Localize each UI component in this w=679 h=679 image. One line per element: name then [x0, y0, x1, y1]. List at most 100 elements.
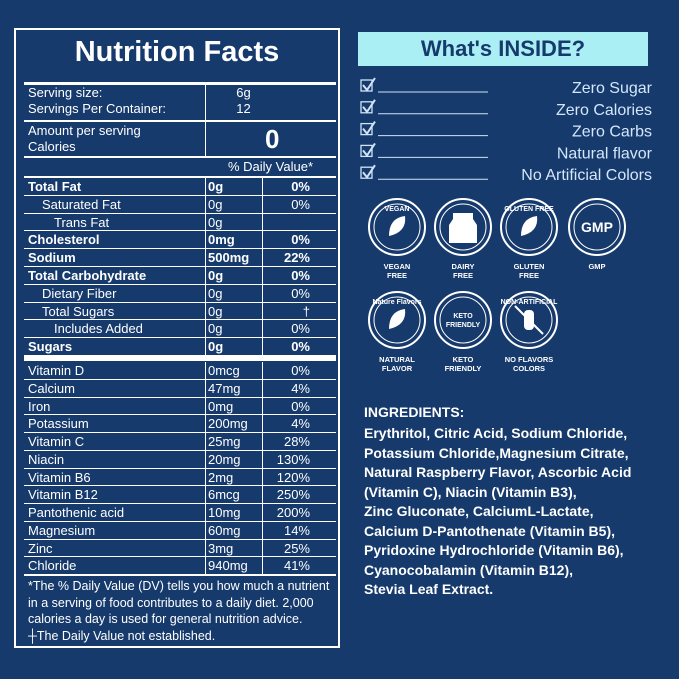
nutrient-name: Vitamin D [28, 363, 85, 378]
footnote-line: calories a day is used for general nutri… [28, 612, 303, 626]
badge-ring [368, 198, 426, 256]
nutrient-amount: 940mg [208, 558, 248, 574]
nutrient-dv: 14% [283, 522, 310, 538]
nutrient-amount: 0g [208, 179, 224, 194]
rule [24, 467, 336, 469]
badge-caption: KETO [453, 355, 474, 364]
inside-title: What's INSIDE? [358, 32, 648, 66]
nutrient-name: Includes Added [54, 321, 143, 337]
ingredient-line: Pyridoxine Hydrochloride (Vitamin B6), [364, 542, 624, 558]
checkmark [362, 77, 376, 92]
nutrient-name: Dietary Fiber [42, 285, 117, 301]
rule [24, 248, 336, 250]
nutrient-dv: 0% [291, 179, 310, 194]
badge-ring [434, 291, 492, 349]
inside-item: Natural flavor [557, 145, 653, 162]
badge-inner [439, 203, 487, 251]
rule [24, 538, 336, 540]
badge-ring [368, 291, 426, 349]
ingredient-line: Zinc Gluconate, CalciumL-Lactate, [364, 503, 594, 519]
rule [24, 485, 336, 487]
nutrient-dv: 0% [291, 321, 310, 337]
nutrient-dv: 0% [291, 285, 310, 301]
nutrient-amount: 60mg [208, 522, 241, 538]
rule [24, 556, 336, 558]
nutrient-amount: 0mg [208, 398, 234, 414]
nutrient-dv: 22% [283, 250, 310, 266]
checkmark [362, 99, 376, 114]
badge-inner [505, 203, 553, 251]
inside-item: Zero Carbs [572, 124, 652, 141]
rule [24, 378, 336, 380]
nutrient-name: Iron [28, 398, 51, 414]
nutrient-name: Zinc [28, 540, 53, 556]
badge-inner [439, 296, 487, 344]
rule [24, 355, 336, 356]
checkbox [360, 101, 373, 114]
rule [24, 212, 336, 214]
nutrient-amount: 0mcg [208, 363, 240, 378]
footnote-line: ┼The Daily Value not established. [28, 628, 216, 643]
nutrient-dv: 0% [291, 196, 310, 212]
rule [24, 82, 336, 85]
nutrient-amount: 47mg [208, 380, 241, 396]
nutrient-amount: 25mg [208, 434, 241, 449]
badge-ring [568, 198, 626, 256]
inside-item: Zero Sugar [572, 80, 653, 97]
badge-icon-text: GMP [581, 219, 613, 235]
badge-inner [373, 296, 421, 344]
nutrition-panel [14, 28, 340, 648]
dv-header: % Daily Value* [227, 159, 314, 174]
milk-icon [449, 213, 477, 243]
inside-item: Zero Calories [556, 102, 652, 119]
leaf-icon [521, 216, 538, 236]
nutrient-name: Chloride [28, 558, 77, 574]
nutrient-amount: 500mg [208, 250, 250, 266]
badge-caption: FREE [453, 271, 473, 280]
badge-icon-text: Nature Flavors [372, 299, 421, 306]
rule [262, 178, 263, 356]
badge-inner [373, 203, 421, 251]
ingredient-line: Natural Raspberry Flavor, Ascorbic Acid [364, 464, 632, 480]
checkmark [362, 121, 376, 136]
ingredient-line: Cyanocobalamin (Vitamin B12), [364, 561, 574, 578]
serving-label: Serving size: [28, 85, 103, 100]
nutrient-name: Potassium [28, 416, 89, 432]
badge-caption: VEGAN [384, 262, 411, 271]
rule [24, 120, 336, 122]
checkbox [360, 122, 373, 136]
nutrient-dv: 4% [291, 380, 310, 396]
footnote-line: *The % Daily Value (DV) tells you how mu… [28, 579, 330, 593]
nutrient-name: Saturated Fat [42, 196, 121, 212]
nutrient-amount: 0g [208, 339, 224, 355]
ingredient-line: Stevia Leaf Extract. [364, 581, 494, 597]
badge-caption: NO FLAVORS [505, 355, 554, 364]
badge-icon-text: FRIENDLY [446, 322, 481, 329]
nutrient-name: Sugars [28, 339, 73, 355]
calories-label: Calories [28, 139, 76, 154]
nutrient-name: Total Fat [28, 179, 82, 194]
nutrient-dv: 0% [291, 339, 310, 355]
servings-value: 12 [236, 101, 251, 116]
nutrient-dv: 0% [291, 363, 310, 378]
rule [24, 266, 336, 267]
nutrient-amount: 0g [208, 196, 223, 212]
nutrient-name: Magnesium [28, 522, 96, 538]
nutrient-amount: 0g [208, 285, 223, 301]
badge-caption: FREE [387, 271, 407, 280]
rule [24, 176, 336, 178]
badge-icon-text: NON-ARTIFICIAL [501, 299, 558, 306]
badge-ring [434, 198, 492, 256]
badge-ring [500, 198, 558, 256]
rule [24, 574, 336, 576]
rule [205, 178, 206, 356]
nutrient-name: Sodium [28, 250, 76, 266]
footnote-line: in a serving of food contributes to a da… [28, 595, 314, 610]
badge-caption: COLORS [513, 364, 545, 373]
nutrient-name: Total Carbohydrate [28, 268, 147, 283]
ingredient-line: Erythritol, Citric Acid, Sodium Chloride… [364, 425, 628, 441]
rule [24, 432, 336, 433]
servings-label: Servings Per Container: [28, 101, 167, 116]
badge-caption: FRIENDLY [445, 364, 482, 373]
